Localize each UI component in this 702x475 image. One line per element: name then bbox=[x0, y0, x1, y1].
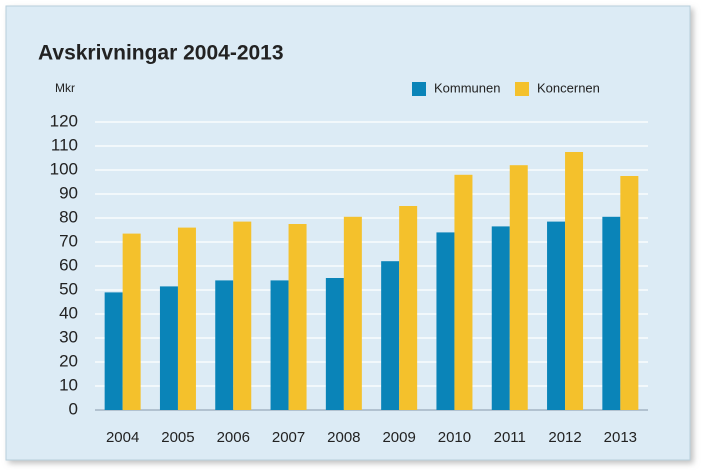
bar bbox=[436, 232, 455, 410]
y-tick-label: 80 bbox=[59, 207, 78, 226]
y-tick-label: 50 bbox=[59, 279, 78, 298]
bar bbox=[547, 221, 566, 410]
bar bbox=[159, 286, 178, 410]
x-tick-label: 2007 bbox=[272, 429, 305, 446]
bar bbox=[620, 176, 639, 410]
legend-label: Kommunen bbox=[434, 80, 500, 95]
bar bbox=[104, 292, 123, 410]
x-tick-label: 2005 bbox=[161, 429, 194, 446]
bar bbox=[381, 261, 400, 410]
bar bbox=[215, 280, 234, 410]
bar bbox=[288, 224, 307, 410]
y-tick-label: 30 bbox=[59, 327, 78, 346]
x-tick-label: 2013 bbox=[604, 429, 637, 446]
y-tick-label: 60 bbox=[59, 255, 78, 274]
chart-title: Avskrivningar 2004-2013 bbox=[38, 42, 284, 65]
y-tick-label: 110 bbox=[51, 135, 78, 154]
bar bbox=[177, 227, 196, 410]
x-tick-label: 2006 bbox=[217, 429, 250, 446]
bar bbox=[325, 278, 344, 410]
x-tick-label: 2012 bbox=[548, 429, 581, 446]
bar bbox=[565, 152, 584, 410]
bar bbox=[399, 206, 418, 410]
x-tick-label: 2010 bbox=[438, 429, 471, 446]
legend-swatch bbox=[515, 82, 529, 96]
x-tick-label: 2009 bbox=[382, 429, 415, 446]
bar bbox=[509, 165, 528, 410]
bar bbox=[233, 221, 252, 410]
y-tick-label: 40 bbox=[59, 303, 78, 322]
x-tick-label: 2011 bbox=[494, 429, 526, 446]
bar bbox=[491, 226, 510, 410]
legend-label: Koncernen bbox=[537, 80, 600, 95]
y-axis-label: Mkr bbox=[55, 81, 75, 95]
legend-swatch bbox=[412, 82, 426, 96]
x-tick-label: 2008 bbox=[327, 429, 360, 446]
y-tick-label: 120 bbox=[50, 111, 78, 130]
y-tick-label: 0 bbox=[69, 399, 78, 418]
y-tick-label: 10 bbox=[59, 375, 78, 394]
y-tick-label: 70 bbox=[59, 231, 78, 250]
bar bbox=[270, 280, 289, 410]
bar bbox=[454, 174, 473, 410]
y-tick-label: 100 bbox=[50, 159, 78, 178]
y-tick-label: 20 bbox=[59, 351, 78, 370]
x-tick-label: 2004 bbox=[106, 429, 139, 446]
y-tick-label: 90 bbox=[59, 183, 78, 202]
bar bbox=[122, 233, 141, 410]
bar bbox=[602, 216, 621, 410]
bar bbox=[343, 216, 362, 410]
